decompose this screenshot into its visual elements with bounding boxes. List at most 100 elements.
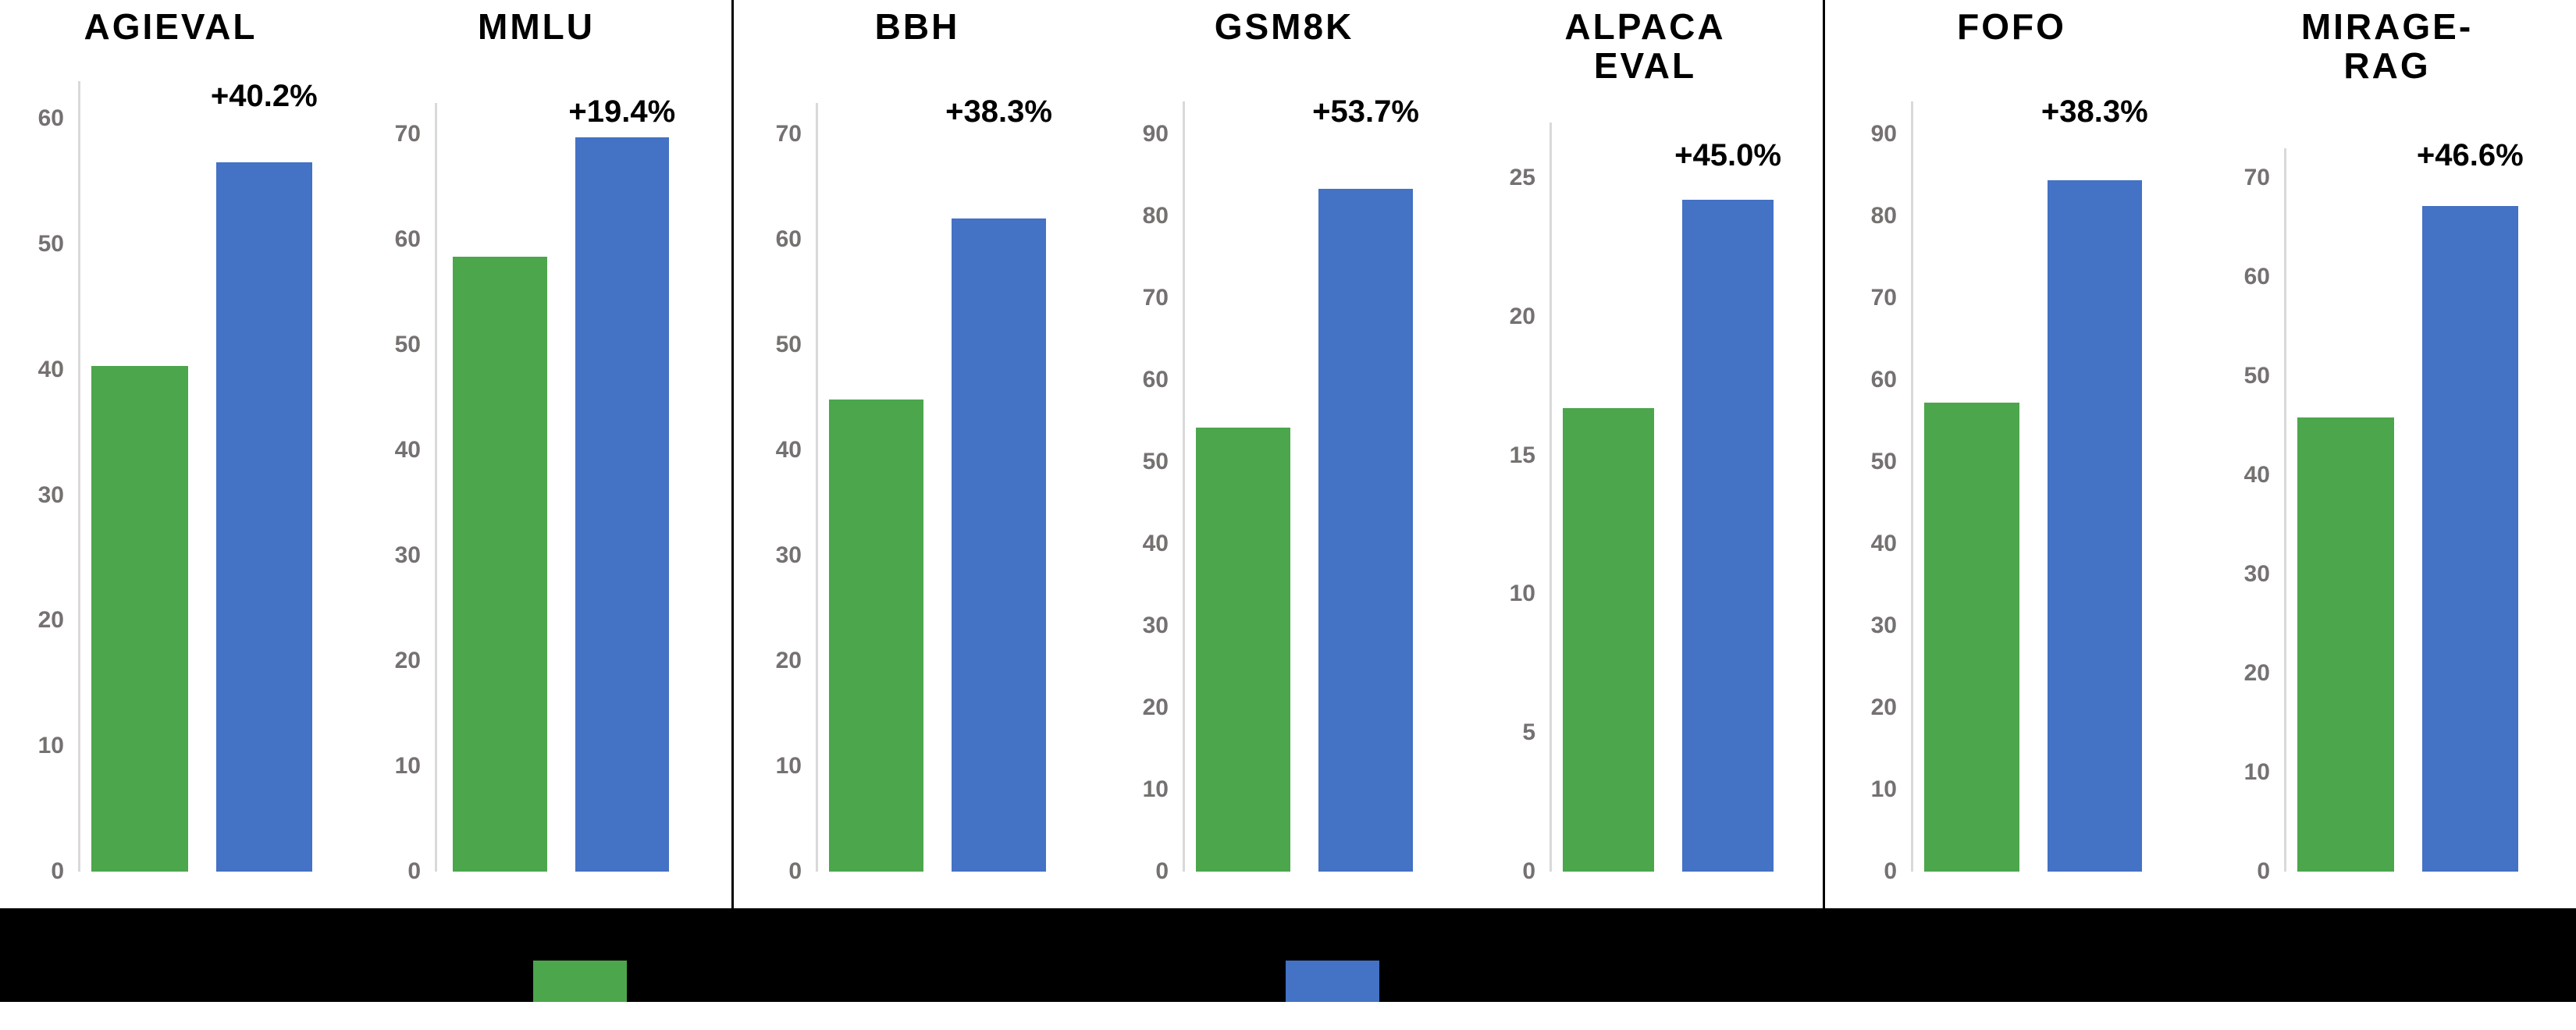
y-axis-tick-label: 50 bbox=[37, 230, 64, 257]
y-axis-tick-label: 70 bbox=[2243, 165, 2270, 190]
bar-slot-improved: +53.7% bbox=[1312, 94, 1419, 872]
y-axis-tick-label: 0 bbox=[407, 858, 421, 884]
panel-title: FOFO bbox=[1957, 6, 2066, 47]
y-axis-tick-label: 60 bbox=[37, 105, 64, 131]
y-axis-tick-label: 0 bbox=[51, 858, 64, 884]
bar-slot-baseline bbox=[453, 134, 547, 872]
bar-improved[interactable]: +38.3% bbox=[945, 94, 1052, 872]
y-axis-tick-label: 0 bbox=[1155, 858, 1169, 884]
bar-delta-label: +53.7% bbox=[1312, 94, 1419, 129]
bar-delta-label: +40.2% bbox=[210, 79, 318, 113]
y-axis-line bbox=[78, 80, 80, 872]
bar-improved[interactable]: +19.4% bbox=[568, 94, 675, 872]
bar-slot-improved: +38.3% bbox=[2041, 94, 2148, 872]
y-axis-tick-label: 20 bbox=[775, 648, 802, 673]
plot-area: 60 50 40 30 20 10 0 +40.2% bbox=[0, 79, 341, 908]
y-axis-tick-label: 60 bbox=[775, 226, 802, 252]
y-axis-tick-label: 50 bbox=[1870, 449, 1897, 474]
chart-panel-mmlu: MMLU 70 60 50 40 30 20 10 0 +19.4% bbox=[341, 0, 731, 908]
y-axis-tick-label: 70 bbox=[1870, 285, 1897, 311]
bar-baseline[interactable] bbox=[2297, 417, 2394, 872]
y-axis-tick-label: 90 bbox=[1142, 121, 1169, 147]
y-axis-tick-label: 50 bbox=[775, 332, 802, 357]
chart-panels-container: AGIEVAL 60 50 40 30 20 10 0 +40.2% MMLU 70 60 50 40 30… bbox=[0, 0, 2576, 908]
bar-slot-baseline bbox=[1563, 178, 1654, 872]
bar-slot-baseline bbox=[91, 119, 188, 872]
y-axis-tick-label: 30 bbox=[775, 542, 802, 568]
panel-group-2: BBH 70 60 50 40 30 20 10 0 +38.3% GSM8K 90 80 70 60 50 4… bbox=[734, 0, 1823, 908]
bar-series-container: +38.3% bbox=[829, 94, 1052, 872]
chart-panel-gsm8k: GSM8K 90 80 70 60 50 40 30 20 10 0 +53.7% bbox=[1101, 0, 1468, 908]
panel-group-1: AGIEVAL 60 50 40 30 20 10 0 +40.2% MMLU 70 60 50 40 30… bbox=[0, 0, 731, 908]
y-axis-tick-label: 70 bbox=[775, 121, 802, 147]
y-axis-tick-label: 50 bbox=[2243, 363, 2270, 389]
y-axis-line bbox=[2284, 147, 2286, 872]
bar-slot-improved: +40.2% bbox=[211, 79, 318, 872]
bar-slot-baseline bbox=[2297, 178, 2394, 872]
y-axis-tick-label: 15 bbox=[1509, 442, 1535, 468]
y-axis-tick-label: 70 bbox=[1142, 285, 1169, 311]
panel-title: GSM8K bbox=[1214, 6, 1354, 47]
bar-delta-label: +38.3% bbox=[945, 94, 1052, 129]
bar-baseline[interactable] bbox=[1196, 427, 1290, 872]
plot-area: 90 80 70 60 50 40 30 20 10 0 +38.3% bbox=[1825, 94, 2198, 908]
bar-delta-label: +46.6% bbox=[2416, 138, 2524, 172]
y-axis-tick-label: 40 bbox=[37, 356, 64, 382]
legend-swatch-blue bbox=[1286, 961, 1379, 1002]
y-axis-tick-label: 40 bbox=[2243, 462, 2270, 488]
y-axis-tick-label: 90 bbox=[1870, 121, 1897, 147]
y-axis-tick-label: 5 bbox=[1522, 719, 1535, 746]
bar-series-container: +38.3% bbox=[1924, 94, 2148, 872]
bar-baseline[interactable] bbox=[1563, 408, 1654, 872]
y-axis-tick-label: 30 bbox=[394, 542, 421, 568]
plot-area: 90 80 70 60 50 40 30 20 10 0 +53.7% bbox=[1101, 94, 1468, 908]
bar-delta-label: +19.4% bbox=[568, 94, 676, 129]
y-axis-tick-label: 10 bbox=[775, 753, 802, 779]
panel-group-3: FOFO 90 80 70 60 50 40 30 20 10 0 +38.3% MIRAGE- RAG… bbox=[1825, 0, 2576, 908]
y-axis-tick-label: 40 bbox=[1142, 531, 1169, 556]
bar-improved[interactable]: +46.6% bbox=[2417, 138, 2524, 872]
y-axis-tick-label: 30 bbox=[1870, 613, 1897, 638]
plot-area: 25 20 15 10 5 0 +45.0% bbox=[1468, 98, 1823, 908]
y-axis-tick-label: 10 bbox=[2243, 759, 2270, 785]
bar-improved[interactable]: +38.3% bbox=[2041, 94, 2148, 872]
y-axis-tick-label: 60 bbox=[394, 226, 421, 252]
bar-improved[interactable]: +53.7% bbox=[1312, 94, 1419, 872]
bar-baseline[interactable] bbox=[1924, 403, 2019, 872]
plot-area: 70 60 50 40 30 20 10 0 +19.4% bbox=[341, 94, 731, 908]
legend-swatch-green bbox=[533, 961, 627, 1002]
legend-band bbox=[0, 908, 2576, 1002]
y-axis-line bbox=[1183, 101, 1185, 872]
bar-series-container: +53.7% bbox=[1196, 94, 1419, 872]
y-axis-tick-label: 20 bbox=[2243, 660, 2270, 686]
y-axis-tick-label: 80 bbox=[1142, 203, 1169, 229]
bar-improved[interactable]: +45.0% bbox=[1674, 138, 1781, 872]
y-axis-tick-label: 30 bbox=[2243, 561, 2270, 587]
bar-baseline[interactable] bbox=[453, 256, 547, 872]
bar-slot-improved: +19.4% bbox=[568, 94, 675, 872]
bar-slot-improved: +46.6% bbox=[2417, 138, 2524, 872]
panel-title: BBH bbox=[874, 6, 960, 47]
bar-slot-baseline bbox=[829, 134, 923, 872]
bar-series-container: +19.4% bbox=[453, 94, 675, 872]
y-axis-tick-label: 20 bbox=[394, 648, 421, 673]
panel-title: AGIEVAL bbox=[84, 6, 258, 47]
panel-title: ALPACA EVAL bbox=[1564, 6, 1726, 86]
y-axis-tick-label: 0 bbox=[1884, 858, 1897, 884]
bar-improved[interactable]: +40.2% bbox=[211, 79, 318, 872]
y-axis-tick-label: 50 bbox=[394, 332, 421, 357]
bar-baseline[interactable] bbox=[829, 400, 923, 872]
chart-panel-fofo: FOFO 90 80 70 60 50 40 30 20 10 0 +38.3% bbox=[1825, 0, 2198, 908]
y-axis-tick-label: 60 bbox=[1870, 367, 1897, 392]
y-axis-tick-label: 10 bbox=[37, 733, 64, 759]
y-axis-tick-label: 20 bbox=[1509, 303, 1535, 329]
bar-slot-improved: +45.0% bbox=[1674, 138, 1781, 872]
bar-baseline[interactable] bbox=[91, 365, 188, 872]
y-axis-line bbox=[816, 102, 818, 872]
y-axis-tick-label: 40 bbox=[1870, 531, 1897, 556]
y-axis-tick-label: 70 bbox=[394, 121, 421, 147]
bar-slot-improved: +38.3% bbox=[945, 94, 1052, 872]
chart-panel-alpaca-eval: ALPACA EVAL 25 20 15 10 5 0 +45.0% bbox=[1468, 0, 1823, 908]
y-axis-tick-label: 60 bbox=[2243, 264, 2270, 289]
y-axis-tick-label: 40 bbox=[775, 437, 802, 463]
